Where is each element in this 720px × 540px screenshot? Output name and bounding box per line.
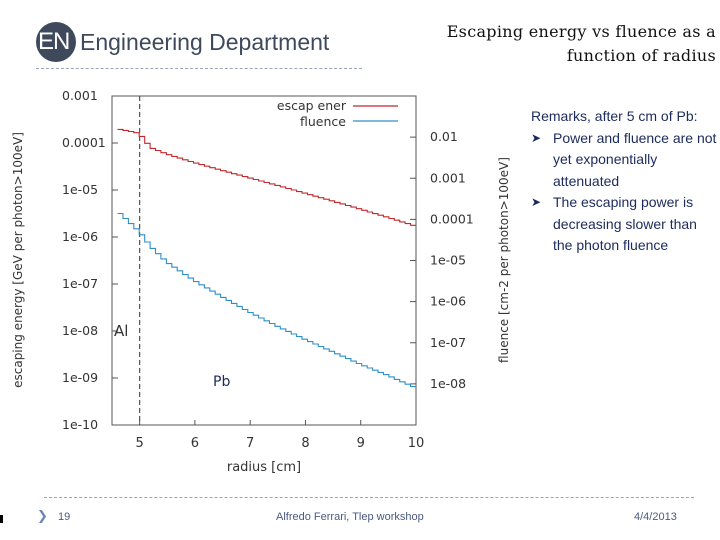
remark-text-2: The escaping power is decreasing slower … <box>553 194 697 253</box>
edge-marker <box>0 515 3 523</box>
left-tick-label: 0.001 <box>62 88 98 103</box>
left-tick-label: 1e-07 <box>62 276 98 291</box>
right-tick-label: 0.0001 <box>430 211 474 226</box>
right-tick-label: 1e-06 <box>430 294 466 309</box>
footer-chevron-icon: ❯ <box>37 509 48 524</box>
legend-label-energy: escap ener <box>277 98 347 113</box>
right-tick-label: 0.001 <box>430 170 466 185</box>
x-tick-label: 5 <box>135 436 143 451</box>
plot-frame <box>111 95 417 426</box>
right-tick-label: 1e-08 <box>430 376 466 391</box>
left-tick-label: 1e-05 <box>62 182 98 197</box>
left-tick-label: 1e-08 <box>62 323 98 338</box>
remark-bullet-2: ➤ The escaping power is decreasing slowe… <box>531 192 717 257</box>
right-tick-label: 1e-05 <box>430 253 466 268</box>
left-tick-label: 1e-09 <box>62 370 98 385</box>
right-tick-label: 1e-07 <box>430 335 466 350</box>
left-axis-ticks: 0.001 0.0001 1e-05 1e-06 1e-07 1e-08 1e-09 1e-1… <box>62 88 118 432</box>
arrow-bullet-icon: ➤ <box>531 195 542 209</box>
left-tick-label: 1e-10 <box>62 417 98 432</box>
right-axis-ticks: 0.01 0.001 0.0001 1e-05 1e-06 1e-07 1e-08 <box>410 129 474 391</box>
en-logo-mark: EN <box>36 22 76 62</box>
series-line-escaping-energy <box>117 128 416 226</box>
remarks-intro: Remarks, after 5 cm of Pb: <box>531 108 698 124</box>
left-axis-label: escaping energy [GeV per photon>100eV] <box>11 132 25 388</box>
logo-text: Engineering Department <box>80 28 330 55</box>
x-axis-label: radius [cm] <box>227 460 301 475</box>
x-tick-label: 10 <box>408 436 425 451</box>
header-divider <box>36 68 362 69</box>
remark-bullet-1: ➤ Power and fluence are not yet exponent… <box>531 128 717 193</box>
page-number: 19 <box>58 511 71 523</box>
left-tick-label: 0.0001 <box>62 135 106 150</box>
x-tick-label: 8 <box>301 436 309 451</box>
footer-divider <box>44 497 694 498</box>
remark-text-1: Power and fluence are not yet exponentia… <box>553 129 717 189</box>
left-tick-label: 1e-06 <box>62 229 98 244</box>
annotation-pb: Pb <box>213 374 230 390</box>
x-tick-label: 9 <box>357 436 365 451</box>
x-tick-label: 6 <box>191 436 199 451</box>
x-tick-label: 7 <box>246 436 254 451</box>
right-axis-label: fluence [cm-2 per photon>100eV] <box>497 157 511 363</box>
right-tick-label: 0.01 <box>430 129 458 144</box>
series-layer <box>117 128 416 388</box>
slide-title-line2: function of radius <box>566 46 716 65</box>
footer-author: Alfredo Ferrari, Tlep workshop <box>276 511 424 523</box>
annotation-al: Al <box>114 322 128 340</box>
series-line-fluence <box>117 212 416 388</box>
legend-label-fluence: fluence <box>300 114 346 129</box>
engineering-department-logo: EN Engineering Department <box>36 22 329 62</box>
remarks-panel: Remarks, after 5 cm of Pb: ➤ Power and f… <box>531 106 717 257</box>
slide-title-line1: Escaping energy vs fluence as a <box>446 22 716 41</box>
slide-title: Escaping energy vs fluence as a function… <box>356 20 716 68</box>
arrow-bullet-icon: ➤ <box>531 130 542 145</box>
legend: escap ener fluence <box>277 98 398 129</box>
footer-date: 4/4/2013 <box>634 511 677 523</box>
